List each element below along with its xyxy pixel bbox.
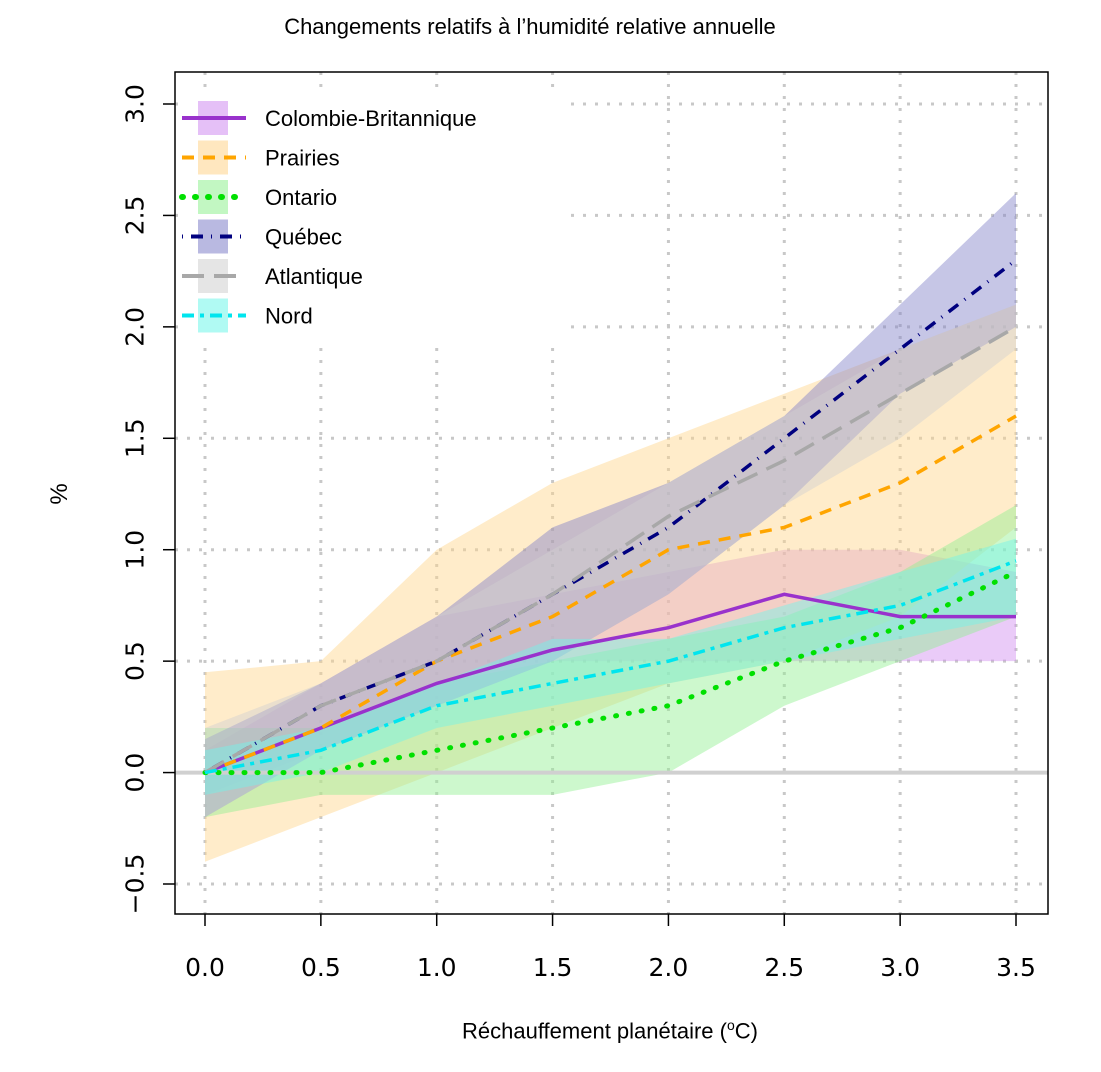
band-0 <box>205 549 1016 795</box>
y-tick-label-5: 2.0 <box>121 307 150 347</box>
legend-label-2: Ontario <box>265 185 337 210</box>
legend-background <box>178 92 570 342</box>
series-lines <box>202 258 1019 776</box>
series-line-1 <box>204 414 1017 775</box>
legend: Colombie-Britannique Prairies Ontario Québe… <box>178 92 570 342</box>
x-tick-label-5: 2.5 <box>764 953 804 982</box>
y-tick-label-7: 3.0 <box>121 84 150 124</box>
x-tick-label-6: 3.0 <box>880 953 920 982</box>
y-tick-label-4: 1.5 <box>121 418 150 458</box>
legend-label-3: Québec <box>265 225 342 250</box>
x-axis-label-text: Réchauffement planétaire ( <box>462 1018 727 1044</box>
y-tick-label-1: 0.0 <box>121 753 150 793</box>
x-tick-label-3: 1.5 <box>533 953 573 982</box>
axes: −0.5 0.0 0.5 1.0 1.5 2.0 2.5 3.0 0.0 0.5 1.0 1.5 2.0… <box>121 71 1049 982</box>
plot-frame <box>174 71 1049 915</box>
series-line-0 <box>204 592 1016 775</box>
chart-title: Changements relatifs à l’humidité relati… <box>284 14 776 39</box>
band-5 <box>205 538 1016 795</box>
x-tick-label-0: 0.0 <box>185 953 225 982</box>
y-tick-label-0: −0.5 <box>121 854 150 915</box>
legend-label-0: Colombie-Britannique <box>265 106 477 131</box>
series-line-3 <box>204 258 1018 775</box>
y-tick-label-3: 1.0 <box>121 530 150 570</box>
x-axis-label: Réchauffement planétaire (oC) <box>170 1017 1050 1044</box>
legend-label-5: Nord <box>265 304 313 329</box>
x-tick-label-2: 1.0 <box>417 953 457 982</box>
band-4 <box>205 304 1016 818</box>
x-tick-label-7: 3.5 <box>996 953 1036 982</box>
band-2 <box>205 505 1016 818</box>
legend-label-1: Prairies <box>265 146 340 171</box>
series-line-4 <box>204 325 1017 775</box>
x-tick-label-4: 2.0 <box>649 953 689 982</box>
x-axis-label-unit: C) <box>734 1018 758 1044</box>
band-3 <box>205 193 1016 818</box>
y-tick-label-6: 2.5 <box>121 196 150 236</box>
x-axis-label-degree: o <box>726 1017 735 1033</box>
x-tick-label-1: 0.5 <box>301 953 341 982</box>
legend-label-4: Atlantique <box>265 264 363 289</box>
y-tick-label-2: 0.5 <box>121 641 150 681</box>
